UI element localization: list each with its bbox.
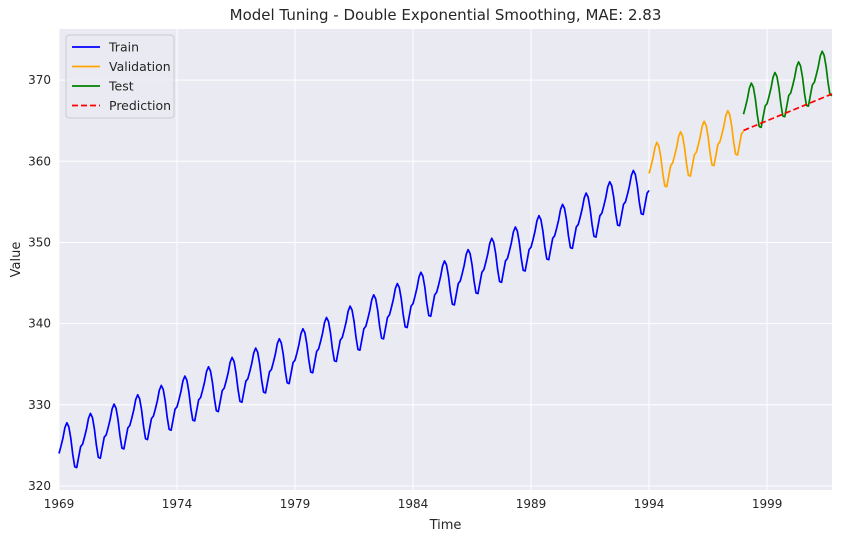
x-axis-ticks: 1969 1974 1979 1984 1989 1994 1999 (44, 497, 783, 511)
series-line-test (742, 50, 833, 129)
plot-area (59, 29, 832, 490)
series-line-train (58, 169, 650, 469)
legend: Train Validation Test Prediction (65, 34, 175, 119)
y-tick-label: 370 (28, 73, 51, 87)
legend-label: Test (108, 79, 134, 94)
series-line-validation (648, 109, 745, 188)
series-lines (58, 50, 833, 469)
y-tick-label: 320 (28, 479, 51, 493)
legend-box (65, 34, 175, 119)
legend-label: Validation (109, 59, 171, 74)
y-tick-label: 330 (28, 398, 51, 412)
x-axis-label: Time (429, 518, 462, 533)
x-tick-label: 1974 (162, 497, 193, 511)
x-tick-label: 1999 (752, 497, 783, 511)
x-tick-label: 1969 (44, 497, 75, 511)
y-tick-label: 360 (28, 154, 51, 168)
y-tick-label: 340 (28, 317, 51, 331)
grid (58, 29, 832, 490)
legend-label: Train (108, 40, 139, 55)
x-tick-label: 1979 (280, 497, 311, 511)
x-tick-label: 1994 (634, 497, 665, 511)
y-axis-label: Value (9, 242, 24, 278)
x-tick-label: 1984 (398, 497, 429, 511)
y-axis-ticks: 320 330 340 350 360 370 (28, 73, 51, 493)
series-line-prediction (743, 93, 833, 132)
x-tick-label: 1989 (516, 497, 547, 511)
y-tick-label: 350 (28, 235, 51, 249)
legend-label: Prediction (109, 98, 171, 113)
chart-title: Model Tuning - Double Exponential Smooth… (230, 6, 662, 24)
